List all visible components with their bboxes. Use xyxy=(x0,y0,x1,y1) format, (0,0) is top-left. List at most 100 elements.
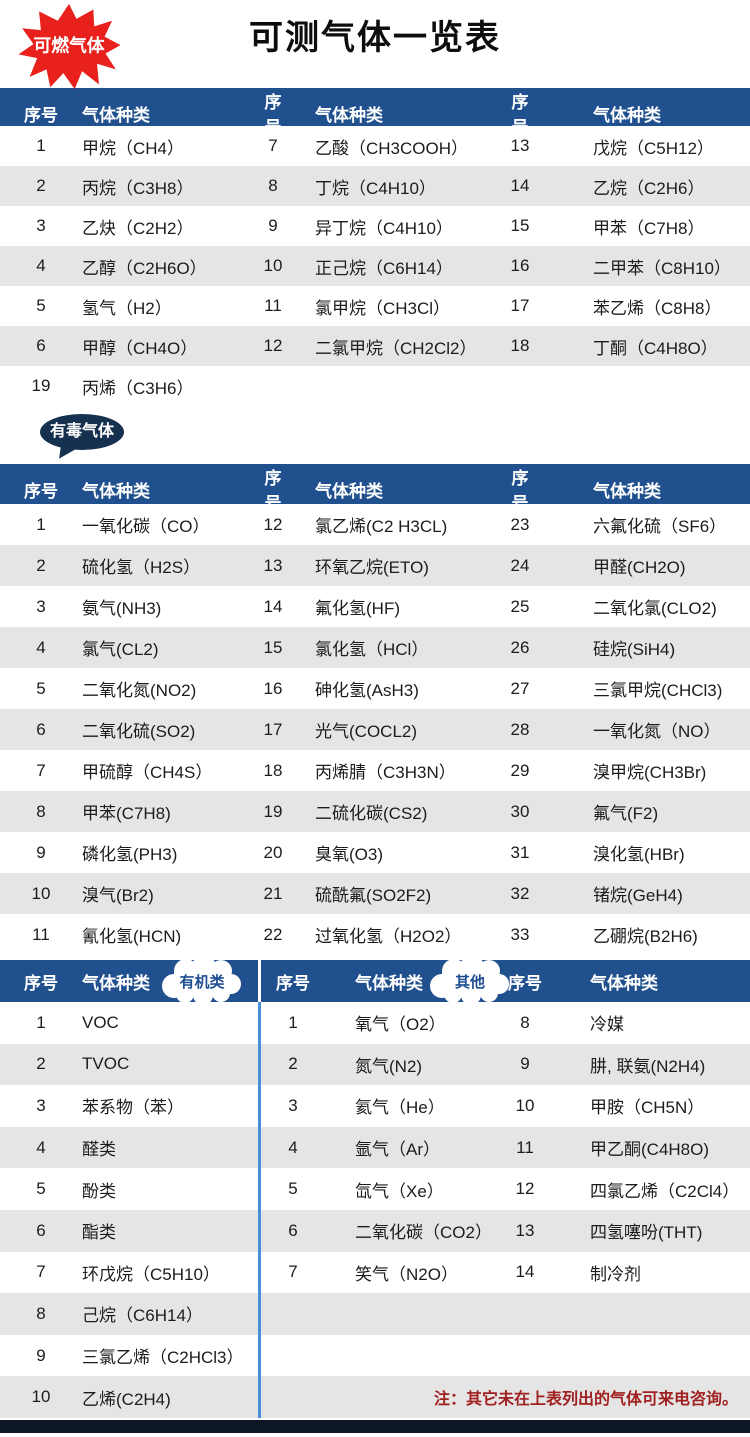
row-index: 10 xyxy=(31,883,51,903)
gas-name: 乙醇（C2H6O） xyxy=(82,258,207,278)
gas-name: 正己烷（C6H14） xyxy=(315,258,453,278)
gas-name: 二氧化硫(SO2) xyxy=(82,722,196,741)
gas-name: 氨气(NH3) xyxy=(82,599,162,618)
col-header-index: 序号 xyxy=(264,93,282,137)
col-header-index: 序号 xyxy=(24,481,58,501)
row-index: 8 xyxy=(520,1012,530,1032)
col-header-index: 序号 xyxy=(24,973,58,993)
gas-name: 二氧化氮(NO2) xyxy=(82,681,197,700)
gas-name: 一氧化碳（CO） xyxy=(82,517,210,536)
gas-name: 乙酸（CH3COOH） xyxy=(315,138,469,158)
footer-bar xyxy=(0,1419,750,1433)
row-index: 6 xyxy=(36,336,46,355)
row-index: 33 xyxy=(510,924,530,944)
row-index: 20 xyxy=(263,842,283,862)
gas-name: 苯系物（苯） xyxy=(82,1098,184,1118)
gas-name: 醛类 xyxy=(82,1140,116,1160)
row-index: 32 xyxy=(510,883,530,903)
table-row: 7 环戊烷（C5H10） 7 笑气（N2O） 14 制冷剂 xyxy=(0,1252,750,1294)
table-header-row: 序号 气体种类 序号 气体种类 序号 气体种类 有机类 其他 xyxy=(0,958,750,1004)
table-body: 1 一氧化碳（CO） 12 氯乙烯(C2 H3CL) 23 六氟化硫（SF6） 2 硫化氢（H… xyxy=(0,504,750,955)
gas-name: 三氯甲烷(CHCl3) xyxy=(593,681,723,700)
starburst-icon: 可燃气体 xyxy=(18,3,121,90)
gas-name: 氙气（Xe） xyxy=(355,1181,444,1201)
gas-name: 丙烯（C3H6） xyxy=(82,378,194,398)
row-index: 7 xyxy=(36,760,46,780)
table-row: 7 甲硫醇（CH4S） 18 丙烯腈（C3H3N） 29 溴甲烷(CH3Br) xyxy=(0,750,750,791)
row-index: 10 xyxy=(263,256,283,275)
row-index: 14 xyxy=(515,1262,535,1282)
row-index: 9 xyxy=(36,842,46,862)
gas-name: 甲苯(C7H8) xyxy=(82,804,171,823)
row-index: 14 xyxy=(510,176,530,195)
organic-other-table: 序号 气体种类 序号 气体种类 序号 气体种类 有机类 其他 xyxy=(0,958,750,1418)
table-row: 2 丙烷（C3H8） 8 丁烷（C4H10） 14 乙烷（C2H6） xyxy=(0,166,750,206)
row-index: 17 xyxy=(510,296,530,315)
row-index: 6 xyxy=(36,719,46,739)
gas-name: 乙炔（C2H2） xyxy=(82,218,194,238)
gas-name: 二氧化碳（CO2） xyxy=(355,1223,492,1243)
page-header: 可燃气体 可测气体一览表 xyxy=(0,0,750,90)
table-row: 4 醛类 4 氩气（Ar） 11 甲乙酮(C4H8O) xyxy=(0,1126,750,1169)
row-index: 9 xyxy=(268,216,278,235)
row-index: 29 xyxy=(510,760,530,780)
section-divider-line xyxy=(258,1002,261,1418)
table-row: 9 三氯乙烯（C2HCl3） xyxy=(0,1335,750,1377)
toxic-gas-table: 序号 气体种类 序号 气体种类 序号 气体种类 1 一氧化碳（CO） 12 氯乙烯(C… xyxy=(0,464,750,955)
row-index: 13 xyxy=(515,1220,535,1240)
gas-name: 戊烷（C5H12） xyxy=(593,138,714,158)
col-header-gas: 气体种类 xyxy=(315,481,383,501)
table-row: 19 丙烯（C3H6） xyxy=(0,366,750,406)
section-divider-line xyxy=(258,960,261,1002)
col-header-index: 序号 xyxy=(511,469,529,513)
col-header-gas: 气体种类 xyxy=(593,105,661,125)
table-row: 5 氢气（H2） 11 氯甲烷（CH3Cl） 17 苯乙烯（C8H8） xyxy=(0,286,750,326)
gas-name: 光气(COCL2) xyxy=(315,722,418,741)
gas-name: 四氯乙烯（C2Cl4） xyxy=(590,1181,740,1201)
table-row: 3 苯系物（苯） 3 氦气（He） 10 甲胺（CH5N） xyxy=(0,1085,750,1127)
col-header-index: 序号 xyxy=(264,469,282,513)
gas-name: 甲烷（CH4） xyxy=(82,138,185,158)
gas-name: TVOC xyxy=(82,1054,130,1074)
gas-name: 冷媒 xyxy=(590,1015,624,1035)
row-index: 15 xyxy=(263,637,283,657)
gas-name: 氢气（H2） xyxy=(82,298,172,318)
row-index: 7 xyxy=(36,1262,46,1282)
table-row: 6 甲醇（CH4O） 12 二氯甲烷（CH2Cl2） 18 丁酮（C4H8O） xyxy=(0,326,750,366)
table-row: 4 氯气(CL2) 15 氯化氢（HCl） 26 硅烷(SiH4) xyxy=(0,627,750,668)
col-header-gas: 气体种类 xyxy=(82,481,150,501)
row-index: 1 xyxy=(36,1012,46,1032)
row-index: 19 xyxy=(31,376,51,395)
gas-name: 制冷剂 xyxy=(590,1264,641,1284)
gas-name: 甲胺（CH5N） xyxy=(590,1098,705,1118)
col-header-gas: 气体种类 xyxy=(315,105,383,125)
row-index: 19 xyxy=(263,801,283,821)
row-index: 2 xyxy=(36,555,46,575)
row-index: 23 xyxy=(510,514,530,534)
gas-name: 氮气(N2) xyxy=(355,1056,423,1076)
toxic-section-divider: 有毒气体 xyxy=(0,406,750,464)
gas-name: 丁酮（C4H8O） xyxy=(593,338,718,358)
gas-name: 甲硫醇（CH4S） xyxy=(82,763,213,782)
gas-name: 甲乙酮(C4H8O) xyxy=(590,1140,710,1160)
cloud-icon: 有机类 xyxy=(162,958,241,1004)
gas-name: 三氯乙烯（C2HCl3） xyxy=(82,1348,244,1368)
row-index: 18 xyxy=(510,336,530,355)
gas-name: 硅烷(SiH4) xyxy=(593,640,676,659)
gas-name: 己烷（C6H14） xyxy=(82,1306,203,1326)
row-index: 9 xyxy=(520,1054,530,1074)
row-index: 7 xyxy=(268,136,278,155)
table-row: 10 溴气(Br2) 21 硫酰氟(SO2F2) 32 锗烷(GeH4) xyxy=(0,873,750,914)
gas-name: 乙烷（C2H6） xyxy=(593,178,705,198)
table-row: 8 甲苯(C7H8) 19 二硫化碳(CS2) 30 氟气(F2) xyxy=(0,791,750,832)
row-index: 7 xyxy=(288,1262,298,1282)
gas-name: 溴化氢(HBr) xyxy=(593,845,685,864)
row-index: 10 xyxy=(515,1095,535,1115)
col-header-index: 序号 xyxy=(511,93,529,137)
gas-name: 四氢噻吩(THT) xyxy=(590,1223,703,1243)
gas-name: 臭氧(O3) xyxy=(315,845,383,864)
gas-name: 肼, 联氨(N2H4) xyxy=(590,1056,706,1076)
gas-name: 二氧化氯(CLO2) xyxy=(593,599,717,618)
row-index: 4 xyxy=(36,637,46,657)
gas-name: 氦气（He） xyxy=(355,1098,445,1118)
